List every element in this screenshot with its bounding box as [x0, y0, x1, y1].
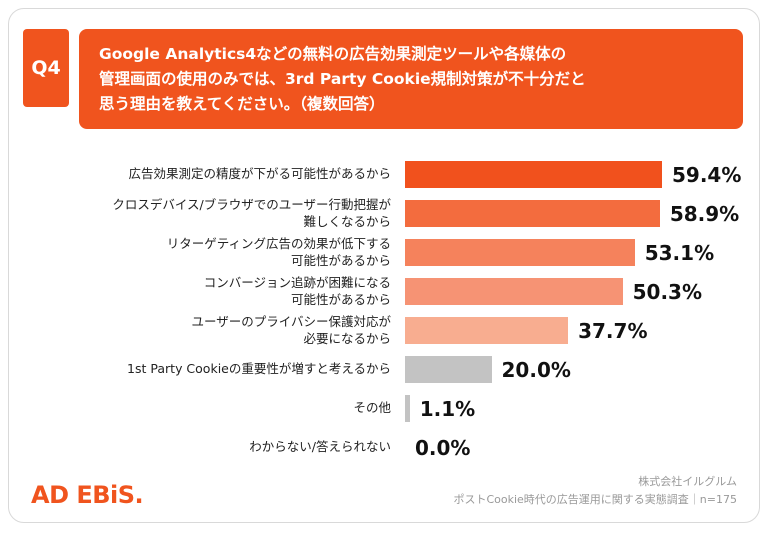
bar-track: 58.9%: [405, 200, 743, 228]
value-label: 37.7%: [578, 318, 648, 343]
value-label: 1.1%: [419, 396, 476, 421]
survey-card: Q4 Google Analytics4などの無料の広告効果測定ツールや各媒体の…: [8, 8, 760, 523]
chart-row: クロスデバイス/ブラウザでのユーザー行動把握が 難しくなるから 58.9%: [23, 194, 743, 233]
value-label: 50.3%: [632, 279, 702, 304]
bar-track: 59.4%: [405, 161, 743, 189]
question-text: Google Analytics4などの無料の広告効果測定ツールや各媒体の 管理…: [79, 29, 743, 130]
value-label: 58.9%: [669, 201, 740, 226]
bar: [405, 356, 492, 384]
bar: [405, 317, 569, 345]
value-label: 20.0%: [501, 357, 571, 382]
bar: [405, 161, 662, 189]
bar-track: 20.0%: [405, 356, 743, 384]
category-label: わからない/答えられない: [249, 439, 391, 455]
chart-row: その他 1.1%: [23, 389, 743, 428]
chart-row: 1st Party Cookieの重要性が増すと考えるから 20.0%: [23, 350, 743, 389]
bar-track: 50.3%: [405, 278, 743, 306]
category-label: クロスデバイス/ブラウザでのユーザー行動把握が 難しくなるから: [112, 197, 391, 229]
value-label: 59.4%: [671, 162, 742, 187]
bar-track: 37.7%: [405, 317, 743, 345]
category-label: その他: [353, 400, 391, 416]
category-label: 1st Party Cookieの重要性が増すと考えるから: [127, 361, 391, 377]
bar: [405, 200, 660, 228]
category-label: リターゲティング広告の効果が低下する 可能性があるから: [166, 236, 391, 268]
chart-row: わからない/答えられない 0.0%: [23, 428, 743, 467]
category-label: コンバージョン追跡が困難になる 可能性があるから: [203, 275, 391, 307]
question-number-badge: Q4: [23, 29, 69, 107]
footer: AD EBiS. 株式会社イルグルム ポストCookie時代の広告運用に関する実…: [23, 467, 743, 510]
chart-row: コンバージョン追跡が困難になる 可能性があるから 50.3%: [23, 272, 743, 311]
ad-ebis-logo: AD EBiS.: [31, 480, 144, 509]
bar-chart: 広告効果測定の精度が下がる可能性があるから 59.4% クロスデバイス/ブラウザ…: [23, 155, 743, 467]
bar: [405, 278, 623, 306]
source-credit: 株式会社イルグルム ポストCookie時代の広告運用に関する実態調査｜n=175: [453, 475, 737, 506]
bar: [405, 239, 635, 267]
bar: [405, 395, 410, 423]
value-label: 53.1%: [644, 240, 715, 265]
chart-row: リターゲティング広告の効果が低下する 可能性があるから 53.1%: [23, 233, 743, 272]
chart-row: 広告効果測定の精度が下がる可能性があるから 59.4%: [23, 155, 743, 194]
chart-row: ユーザーのプライバシー保護対応が 必要になるから 37.7%: [23, 311, 743, 350]
category-label: ユーザーのプライバシー保護対応が 必要になるから: [191, 314, 391, 346]
value-label: 0.0%: [415, 435, 471, 460]
bar-track: 0.0%: [405, 434, 743, 461]
category-label: 広告効果測定の精度が下がる可能性があるから: [128, 166, 391, 182]
question-header: Q4 Google Analytics4などの無料の広告効果測定ツールや各媒体の…: [23, 29, 743, 130]
bar-track: 53.1%: [405, 239, 743, 267]
bar-track: 1.1%: [405, 395, 743, 423]
